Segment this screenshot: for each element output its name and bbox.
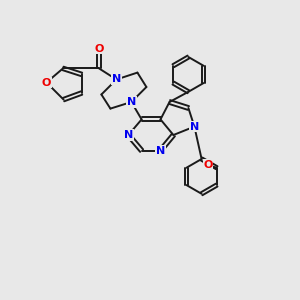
Text: N: N	[112, 74, 121, 85]
Text: O: O	[94, 44, 104, 54]
Text: N: N	[124, 130, 133, 140]
Text: O: O	[42, 77, 51, 88]
Text: O: O	[203, 160, 213, 170]
Text: N: N	[156, 146, 165, 156]
Text: N: N	[190, 122, 199, 132]
Text: N: N	[127, 97, 136, 107]
